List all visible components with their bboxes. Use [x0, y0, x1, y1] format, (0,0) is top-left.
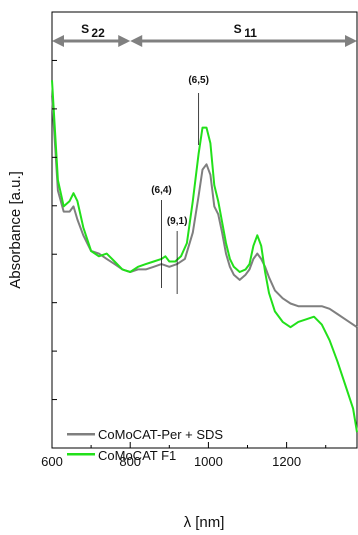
band-arrow-head-left — [130, 35, 143, 47]
x-tick-label: 800 — [119, 454, 141, 469]
series-line-1 — [51, 95, 358, 329]
series-line-2 — [51, 80, 358, 433]
series-layer — [51, 80, 358, 433]
legend-label-series-1: CoMoCAT-Per + SDS — [98, 427, 223, 442]
y-axis-title: Absorbance [a.u.] — [7, 171, 24, 289]
band-arrow-head-right — [118, 35, 131, 47]
legend-label-series-2: CoMoCAT F1 — [98, 448, 176, 463]
band-layer: S 22 S 11 — [52, 22, 357, 47]
tick-layer: 600 800 1000 1200 — [41, 59, 327, 469]
x-axis-title: λ [nm] — [184, 514, 225, 531]
band-region-S22: S 22 — [52, 22, 131, 47]
band-arrow-head-right — [345, 35, 357, 47]
x-tick-label: 1000 — [194, 454, 223, 469]
legend: CoMoCAT-Per + SDS CoMoCAT F1 — [67, 427, 223, 463]
band-label-subscript: 22 — [91, 26, 105, 40]
legend-swatch-series-1 — [67, 433, 95, 436]
band-label: S — [81, 22, 89, 36]
band-region-S11: S 11 — [130, 22, 357, 47]
band-arrow-head-left — [52, 35, 64, 47]
x-tick-label: 600 — [41, 454, 63, 469]
annotation-label: (6,5) — [188, 75, 209, 86]
band-label: S — [234, 22, 242, 36]
x-tick-label: 1200 — [272, 454, 301, 469]
plot-frame — [51, 11, 358, 449]
axis-layer — [51, 11, 358, 449]
annotation-label: (6,4) — [151, 185, 172, 196]
annotation-layer: (6,5) (6,4) (9,1) — [151, 75, 209, 294]
band-label-subscript: 11 — [244, 26, 257, 40]
annotation-label: (9,1) — [167, 216, 188, 227]
legend-swatch-series-2 — [67, 453, 95, 456]
